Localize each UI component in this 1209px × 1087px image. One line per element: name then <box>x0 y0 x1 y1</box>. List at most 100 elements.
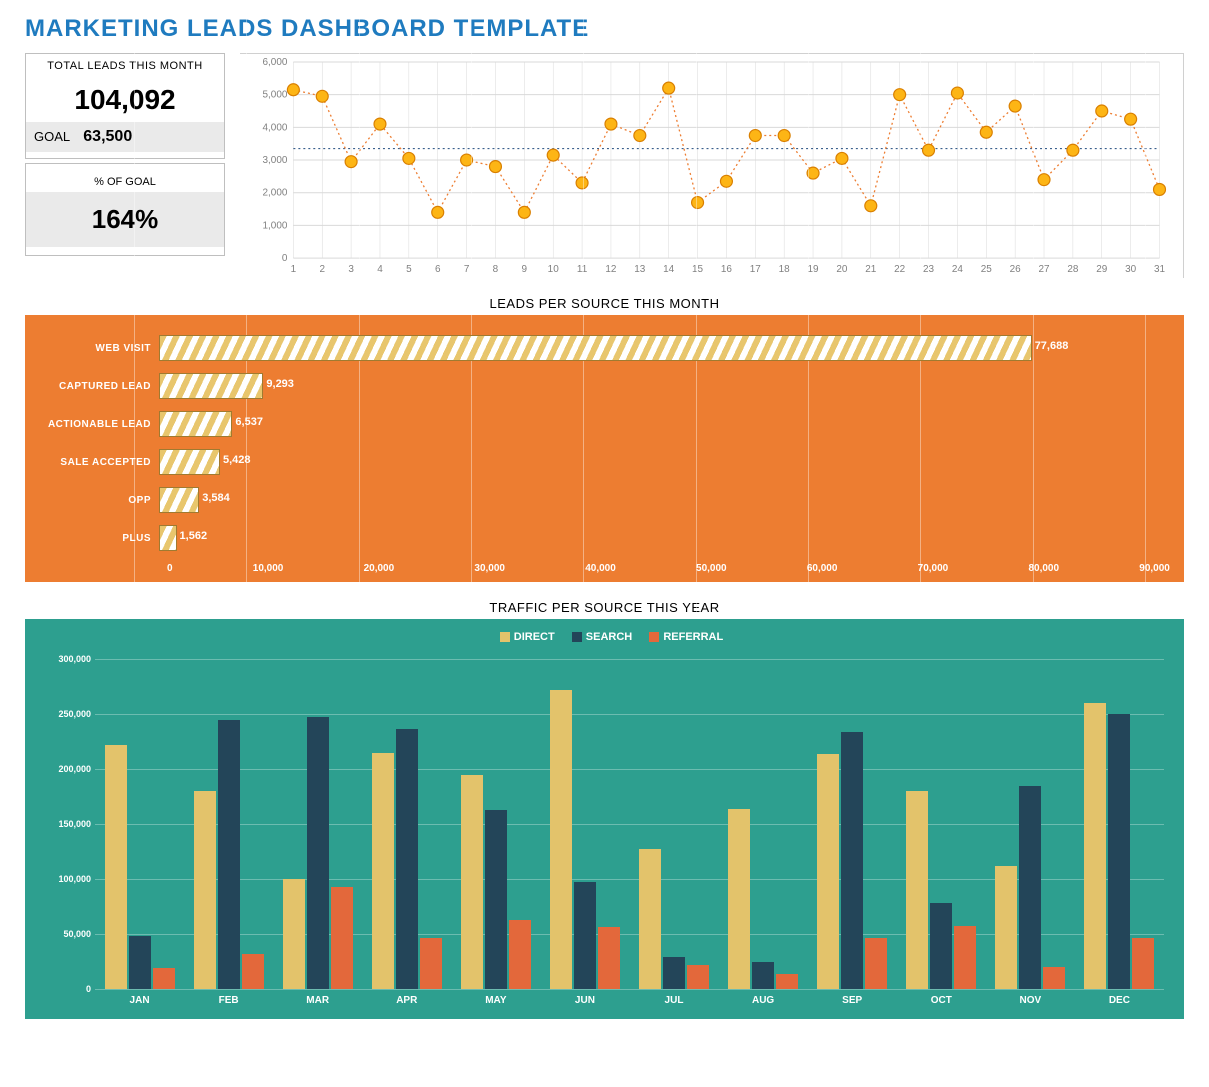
svg-text:0: 0 <box>282 253 288 264</box>
hbar-label: CAPTURED LEAD <box>39 381 159 392</box>
svg-text:2,000: 2,000 <box>263 188 288 199</box>
kpi-pct-box: % OF GOAL 164% <box>25 163 225 256</box>
bar-search <box>1019 786 1041 990</box>
svg-text:30: 30 <box>1125 264 1137 275</box>
hbar-value: 9,293 <box>266 378 294 390</box>
grouped-month: SEP <box>808 659 897 989</box>
bar-search <box>663 957 685 989</box>
daily-leads-line-chart: 01,0002,0003,0004,0005,0006,000123456789… <box>240 53 1184 278</box>
svg-text:10: 10 <box>548 264 560 275</box>
svg-text:25: 25 <box>981 264 993 275</box>
grouped-month-label: OCT <box>897 989 986 1006</box>
svg-text:20: 20 <box>836 264 848 275</box>
svg-text:17: 17 <box>750 264 762 275</box>
svg-text:21: 21 <box>865 264 877 275</box>
grouped-title: TRAFFIC PER SOURCE THIS YEAR <box>25 600 1184 615</box>
bar-referral <box>331 887 353 989</box>
grouped-month-label: MAY <box>451 989 540 1006</box>
bar-search <box>218 720 240 990</box>
hbar-row: ACTIONABLE LEAD 6,537 <box>39 405 1170 443</box>
svg-text:4: 4 <box>377 264 383 275</box>
svg-text:11: 11 <box>577 264 588 275</box>
bar-search <box>1108 714 1130 989</box>
hbar-x-axis: 010,00020,00030,00040,00050,00060,00070,… <box>167 557 1170 574</box>
bar-referral <box>509 920 531 989</box>
grouped-month: MAY <box>451 659 540 989</box>
bar-search <box>930 903 952 989</box>
svg-text:27: 27 <box>1038 264 1050 275</box>
svg-text:3: 3 <box>348 264 354 275</box>
grouped-month-label: NOV <box>986 989 1075 1006</box>
hbar-label: SALE ACCEPTED <box>39 457 159 468</box>
grouped-y-axis: 050,000100,000150,000200,000250,000300,0… <box>45 659 95 989</box>
kpi-goal: GOAL 63,500 <box>26 122 224 152</box>
kpi-total-box: TOTAL LEADS THIS MONTH 104,092 GOAL 63,5… <box>25 53 225 159</box>
svg-text:7: 7 <box>464 264 470 275</box>
hbar-value: 6,537 <box>235 416 263 428</box>
bar-search <box>574 882 596 989</box>
svg-text:15: 15 <box>692 264 704 275</box>
bar-search <box>841 732 863 989</box>
bar-referral <box>865 938 887 989</box>
bar-direct <box>906 791 928 989</box>
grouped-month: FEB <box>184 659 273 989</box>
hbar-bar: 77,688 <box>159 335 1032 361</box>
grouped-month: OCT <box>897 659 986 989</box>
hbar-bar: 9,293 <box>159 373 263 399</box>
hbar-label: PLUS <box>39 533 159 544</box>
bar-direct <box>995 866 1017 989</box>
grouped-month: NOV <box>986 659 1075 989</box>
grouped-month-label: SEP <box>808 989 897 1006</box>
hbar-row: PLUS 1,562 <box>39 519 1170 557</box>
svg-text:28: 28 <box>1067 264 1079 275</box>
svg-text:5: 5 <box>406 264 412 275</box>
grouped-month-label: JUN <box>540 989 629 1006</box>
bar-referral <box>1132 938 1154 989</box>
kpi-goal-value: 63,500 <box>83 128 132 145</box>
svg-text:19: 19 <box>808 264 820 275</box>
legend-label-direct: DIRECT <box>514 631 555 643</box>
svg-text:6: 6 <box>435 264 441 275</box>
grouped-month: JUN <box>540 659 629 989</box>
svg-text:22: 22 <box>894 264 906 275</box>
svg-text:14: 14 <box>663 264 675 275</box>
svg-text:16: 16 <box>721 264 733 275</box>
bar-referral <box>598 927 620 989</box>
bar-direct <box>194 791 216 989</box>
kpi-pct-value: 164% <box>26 192 224 247</box>
hbar-bar: 3,584 <box>159 487 199 513</box>
hbar-row: WEB VISIT 77,688 <box>39 329 1170 367</box>
grouped-month-label: FEB <box>184 989 273 1006</box>
bar-referral <box>153 968 175 989</box>
kpi-total-label: TOTAL LEADS THIS MONTH <box>26 60 224 78</box>
svg-text:26: 26 <box>1010 264 1022 275</box>
hbar-value: 77,688 <box>1035 340 1069 352</box>
svg-text:9: 9 <box>522 264 528 275</box>
bar-direct <box>283 879 305 989</box>
svg-text:4,000: 4,000 <box>263 122 288 133</box>
bar-referral <box>1043 967 1065 989</box>
grouped-month-label: JUL <box>629 989 718 1006</box>
svg-text:18: 18 <box>779 264 791 275</box>
legend-label-referral: REFERRAL <box>663 631 723 643</box>
bar-search <box>396 729 418 989</box>
kpi-total-value: 104,092 <box>26 78 224 122</box>
hbar-bar: 5,428 <box>159 449 220 475</box>
grouped-month: APR <box>362 659 451 989</box>
grouped-month: JAN <box>95 659 184 989</box>
bar-referral <box>420 938 442 989</box>
svg-text:24: 24 <box>952 264 964 275</box>
hbar-value: 5,428 <box>223 454 251 466</box>
svg-text:31: 31 <box>1154 264 1166 275</box>
svg-text:12: 12 <box>605 264 617 275</box>
page-title: MARKETING LEADS DASHBOARD TEMPLATE <box>25 15 1184 43</box>
bar-direct <box>1084 703 1106 989</box>
svg-text:6,000: 6,000 <box>263 57 288 68</box>
bar-search <box>752 962 774 990</box>
hbar-bar: 1,562 <box>159 525 177 551</box>
bar-direct <box>372 753 394 990</box>
grouped-month-label: JAN <box>95 989 184 1006</box>
bar-referral <box>242 954 264 989</box>
leads-per-source-chart: WEB VISIT 77,688 CAPTURED LEAD 9,293 A <box>25 315 1184 582</box>
hbar-title: LEADS PER SOURCE THIS MONTH <box>25 296 1184 311</box>
